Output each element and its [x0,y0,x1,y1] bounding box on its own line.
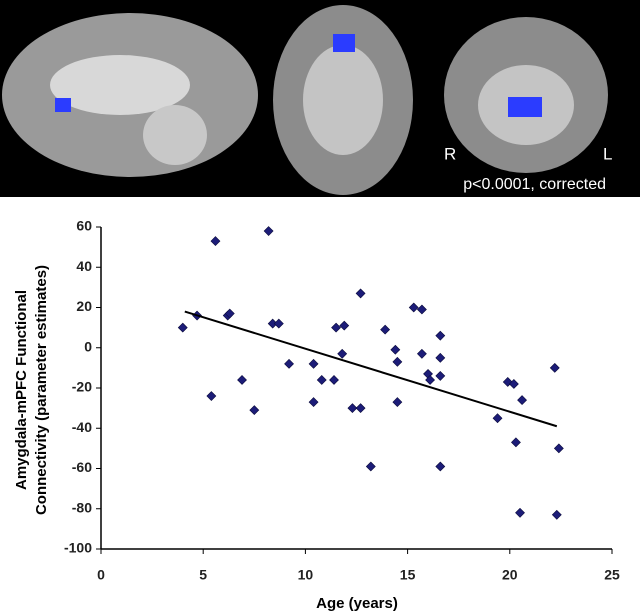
x-tick-label: 25 [604,567,620,583]
point [337,348,348,359]
y-tick-label: -40 [72,419,92,435]
point [511,437,521,448]
x-axis-label: Age (years) [316,595,398,612]
point [339,320,350,331]
cerebellum [143,105,207,165]
point [416,348,427,359]
y-tick-label: 60 [76,218,92,234]
x-tick-label: 10 [298,567,314,583]
x-tick-label: 0 [97,567,105,583]
point [355,288,366,299]
point [365,461,376,472]
point [416,304,427,315]
y-tick-label: 20 [76,298,92,314]
brain-structure [303,45,383,155]
point [224,308,235,319]
point [517,395,527,405]
point [435,461,446,472]
point [210,236,221,247]
activation [55,98,71,112]
x-tick-label: 20 [502,567,518,583]
point [316,375,327,385]
caption: p<0.0001, corrected [463,176,606,193]
point [492,413,503,424]
activation [333,34,355,52]
point [392,397,403,408]
y-axis-label: Amygdala-mPFC Functional [13,290,30,490]
point [390,344,401,355]
point [551,509,562,520]
trend-line [184,310,558,428]
y-tick-label: -60 [72,459,92,475]
point [508,379,519,389]
activation [508,97,542,117]
point [392,356,403,367]
y-tick-label: -80 [72,499,92,515]
y-tick-label: 40 [76,258,92,274]
point [515,507,525,518]
point [355,403,366,414]
point [347,403,358,414]
point [329,375,339,385]
point [435,330,446,341]
x-tick-label: 5 [199,567,207,583]
point [237,375,247,385]
point [408,302,419,313]
point [308,358,319,369]
point [435,371,446,381]
brain-panel: R L p<0.0001, corrected [0,0,640,197]
point [249,405,260,416]
side-label: R [444,144,456,163]
side-label: L [603,144,612,163]
y-tick-label: -20 [72,379,92,395]
point [425,375,436,385]
point [308,397,319,408]
y-axis-label: Connectivity (parameter estimates) [33,265,50,515]
point [263,226,274,236]
y-tick-label: 0 [84,338,92,354]
point [273,318,284,329]
y-tick-label: -100 [64,540,92,556]
point [549,362,560,373]
point [380,324,391,335]
point [177,322,188,333]
point [331,322,341,333]
point [553,443,564,454]
point [284,358,294,369]
point [206,391,217,401]
brain-structure [50,55,190,115]
x-tick-label: 15 [400,567,416,583]
point [435,352,446,363]
